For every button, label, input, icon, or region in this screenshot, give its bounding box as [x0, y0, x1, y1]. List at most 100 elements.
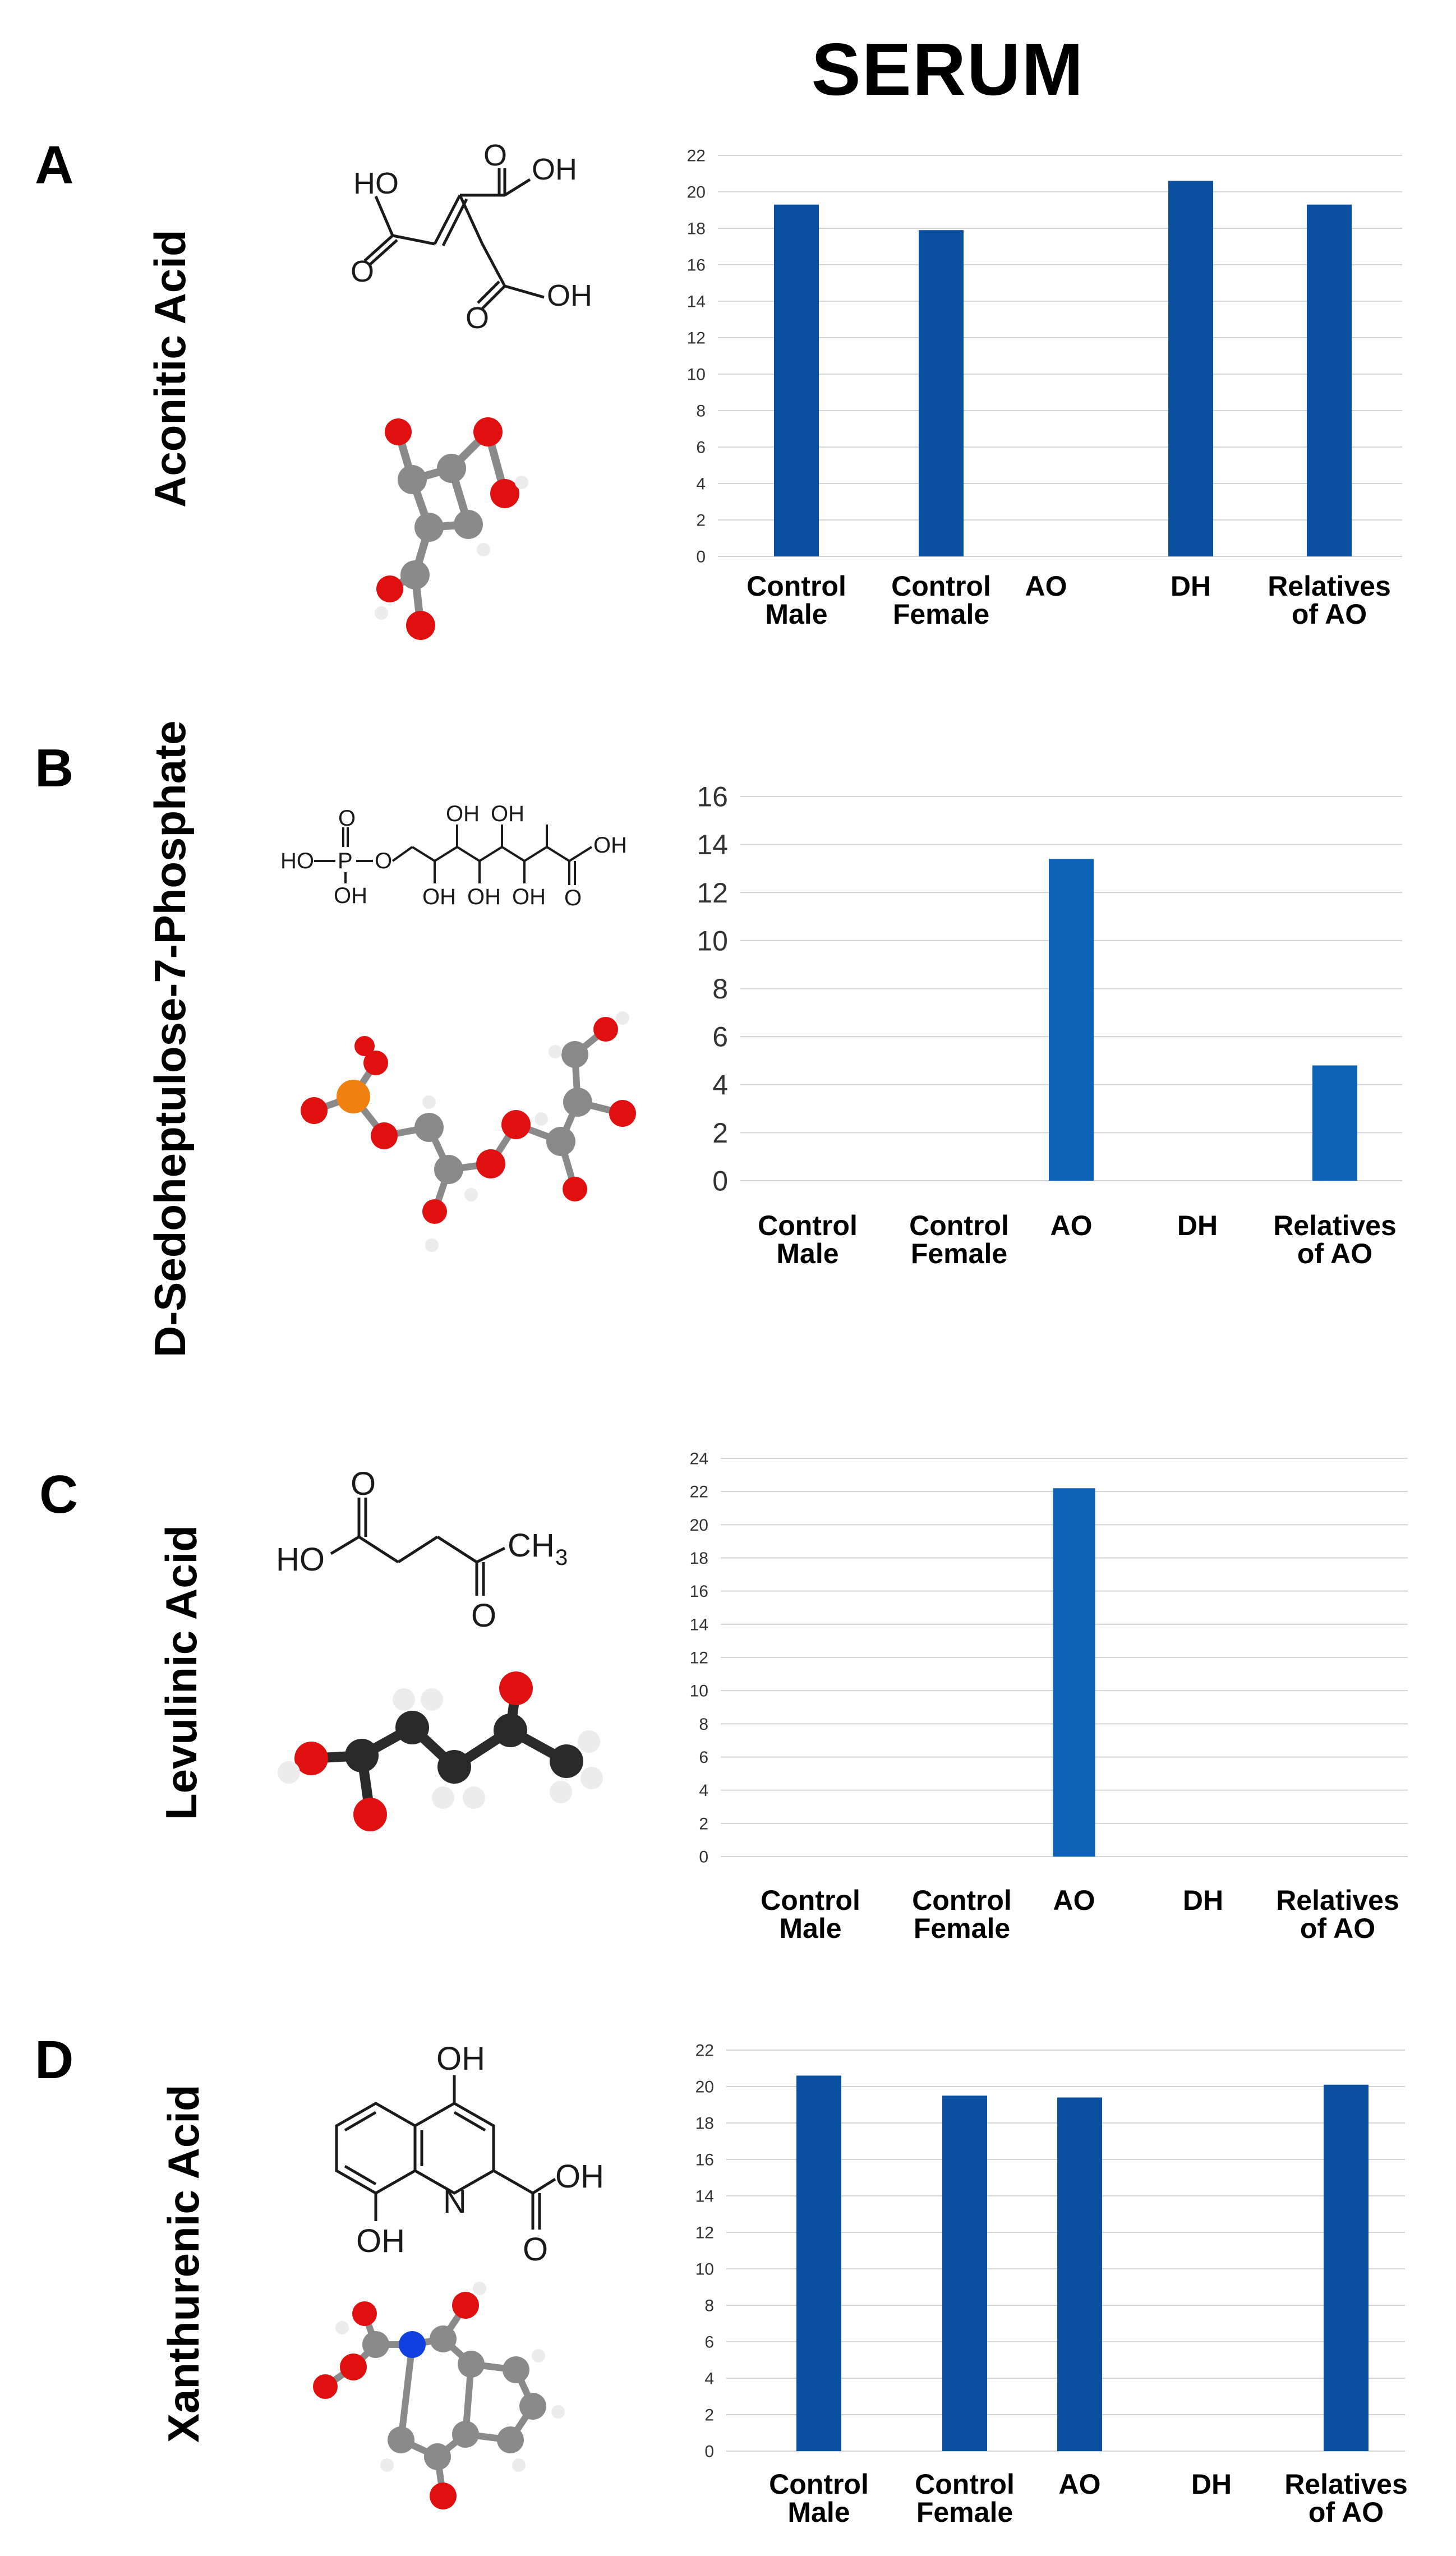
bar	[919, 230, 964, 556]
x-category-label: AO	[1025, 570, 1067, 602]
y-tick-label: 8	[696, 402, 706, 421]
x-category-label: Relatives of AO	[1273, 1210, 1397, 1269]
panel-letter-c: C	[39, 1464, 79, 1525]
y-tick-label: 6	[704, 2333, 714, 2352]
x-category-label: DH	[1183, 1885, 1223, 1916]
compound-name-sedoheptulose: D-Sedoheptulose-7-Phosphate	[145, 720, 195, 1357]
x-category-label: Control Male	[769, 2469, 869, 2528]
y-tick-label: 4	[696, 475, 706, 494]
y-tick-label: 20	[690, 1516, 708, 1535]
y-tick-label: 4	[704, 2370, 714, 2388]
y-tick-label: 16	[695, 2151, 714, 2170]
atom-label: P	[338, 849, 353, 873]
atom-label: O	[483, 139, 507, 172]
atom-label: N	[443, 2184, 467, 2220]
panel-letter-d: D	[35, 2030, 74, 2090]
atom-label: OH	[334, 883, 367, 908]
aconitic-acid-skeletal-structure: O OH HO O O OH	[351, 139, 592, 335]
y-tick-label: 14	[697, 829, 728, 860]
atom-label: OH	[446, 802, 480, 826]
bar	[796, 2075, 841, 2451]
xanthurenic-acid-skeletal-structure: OH N OH OH O	[335, 2041, 604, 2268]
panel-letter-b: B	[35, 738, 74, 798]
x-category-label: Relatives of AO	[1284, 2469, 1408, 2528]
y-tick-label: 2	[699, 1814, 708, 1833]
atom-label: O	[375, 849, 392, 873]
x-category-label: DH	[1177, 1210, 1218, 1241]
y-tick-label: 10	[687, 366, 706, 384]
y-tick-label: 6	[699, 1748, 708, 1767]
y-tick-label: 12	[695, 2224, 714, 2242]
y-tick-label: 16	[697, 781, 728, 813]
y-tick-label: 2	[704, 2406, 714, 2425]
atom-label: O	[351, 255, 374, 288]
y-tick-label: 2	[696, 512, 706, 530]
y-tick-label: 22	[687, 147, 706, 165]
x-category-label: Control Female	[915, 2469, 1015, 2528]
atom-label: OH	[512, 885, 546, 909]
x-category-label: Control Female	[912, 1885, 1012, 1944]
levulinic-acid-ball-and-stick-icon	[278, 1671, 603, 1831]
atom-label: OH	[547, 279, 592, 312]
x-category-label: Control Male	[747, 570, 846, 630]
y-tick-label: 22	[695, 2042, 714, 2060]
sedoheptulose-skeletal-structure: O HO P O OH OH OH OH OH OH O OH	[280, 802, 627, 910]
levulinic-acid-skeletal-structure: O HO CH 3 O	[276, 1466, 568, 1634]
x-category-label: AO	[1053, 1885, 1095, 1916]
y-tick-label: 4	[712, 1069, 728, 1100]
y-tick-label: 20	[695, 2078, 714, 2097]
bar	[1168, 181, 1213, 556]
y-tick-label: 12	[690, 1649, 708, 1668]
y-tick-label: 12	[687, 329, 706, 348]
y-tick-label: 8	[704, 2297, 714, 2315]
atom-label: O	[523, 2231, 548, 2268]
compound-name-aconitic-acid: Aconitic Acid	[145, 229, 195, 508]
page-title: SERUM	[811, 28, 1085, 110]
atom-label: OH	[356, 2223, 405, 2259]
y-tick-label: 14	[690, 1615, 708, 1634]
atom-label: CH	[508, 1527, 555, 1564]
x-category-label: Relatives of AO	[1268, 570, 1391, 630]
atom-label: OH	[422, 885, 456, 909]
xanthurenic-acid-ball-and-stick-icon	[313, 2282, 565, 2509]
y-tick-label: 12	[697, 877, 728, 909]
y-tick-label: 14	[687, 293, 706, 311]
x-category-label: Control Male	[761, 1885, 860, 1944]
y-tick-label: 0	[712, 1166, 728, 1197]
y-tick-label: 18	[695, 2115, 714, 2133]
sedoheptulose-ball-and-stick-icon	[301, 1011, 636, 1252]
x-category-label: Control Female	[909, 1210, 1009, 1269]
x-category-label: DH	[1171, 570, 1211, 602]
x-category-label: Control Female	[891, 570, 991, 630]
atom-label: O	[471, 1597, 496, 1634]
atom-label: O	[351, 1466, 376, 1502]
atom-label: HO	[353, 167, 399, 200]
y-tick-label: 0	[696, 548, 706, 567]
atom-label: 3	[555, 1545, 568, 1570]
y-tick-label: 10	[697, 925, 728, 956]
x-category-label: Relatives of AO	[1276, 1885, 1399, 1944]
y-tick-label: 22	[690, 1483, 708, 1502]
y-tick-label: 0	[699, 1848, 708, 1867]
bar	[1307, 204, 1352, 556]
atom-label: O	[338, 806, 356, 831]
y-tick-label: 16	[690, 1582, 708, 1601]
bar	[774, 204, 819, 556]
bar	[942, 2096, 987, 2451]
x-category-label: Control Male	[758, 1210, 858, 1269]
y-tick-label: 14	[695, 2187, 714, 2206]
y-tick-label: 10	[695, 2260, 714, 2279]
atom-label: O	[564, 886, 582, 910]
bar	[1053, 1488, 1095, 1857]
y-tick-label: 8	[712, 973, 728, 1005]
x-category-label: AO	[1050, 1210, 1093, 1241]
y-tick-label: 4	[699, 1781, 708, 1800]
bar	[1057, 2097, 1102, 2451]
y-tick-label: 18	[690, 1549, 708, 1568]
atom-label: OH	[555, 2158, 604, 2195]
bar	[1049, 859, 1094, 1181]
compound-name-xanthurenic-acid: Xanthurenic Acid	[159, 2084, 208, 2443]
compound-name-levulinic-acid: Levulinic Acid	[156, 1525, 206, 1820]
atom-label: HO	[280, 849, 314, 873]
